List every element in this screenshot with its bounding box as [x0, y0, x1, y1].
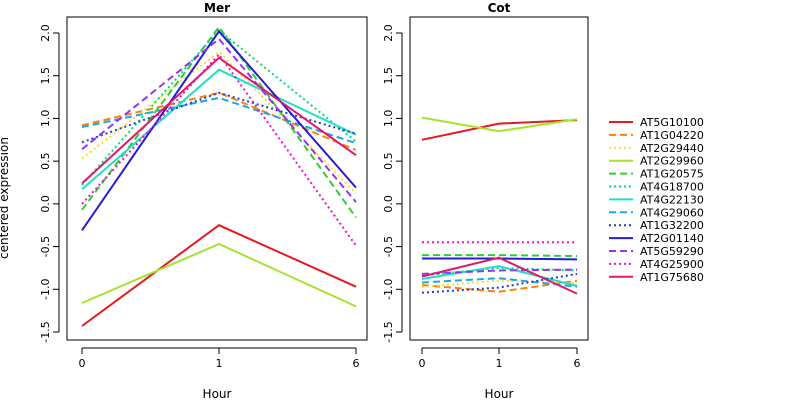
legend-label: AT4G25900 [640, 258, 704, 271]
y-tick-label: 1.5 [382, 67, 395, 85]
y-tick-label: 0.0 [39, 195, 52, 213]
legend-label: AT2G29440 [640, 142, 704, 155]
y-tick-label: -1.0 [39, 279, 52, 300]
legend-label: AT1G20575 [640, 168, 704, 181]
panel-mer: Mer -1.5 -1.0 -0.5 0.0 0.5 1.0 1.5 2.0 0 1 6 Hour [39, 1, 368, 400]
series-line-at1g32200 [81, 91, 357, 144]
legend-item: AT5G10100 [609, 116, 704, 129]
legend-item: AT4G29060 [609, 206, 704, 219]
series-line-at5g59290 [421, 268, 578, 275]
y-tick-label: 2.0 [382, 24, 395, 42]
series-line-at2g29440 [81, 50, 357, 195]
series-line-at4g22130 [81, 68, 357, 191]
y-tick-label: 0.0 [382, 195, 395, 213]
y-tick-label: 1.0 [382, 110, 395, 128]
legend-item: AT4G22130 [609, 193, 704, 206]
legend-item: AT5G59290 [609, 245, 704, 258]
legend-item: AT2G29440 [609, 142, 704, 155]
x-axis-label: Hour [485, 387, 514, 400]
series-line-at4g29060 [421, 277, 578, 288]
y-tick-label: -1.5 [382, 321, 395, 342]
x-axis-label: Hour [203, 387, 232, 400]
y-axis-label: centered expression [0, 137, 11, 259]
series-line-at1g04220 [81, 91, 357, 151]
legend: AT5G10100AT1G04220AT2G29440AT2G29960AT1G… [609, 116, 704, 284]
series-line-at2g29440 [421, 279, 578, 288]
panel-title: Mer [204, 1, 230, 15]
y-tick-label: -1.5 [39, 321, 52, 342]
series-line-at1g75680 [421, 256, 578, 295]
x-tick-label: 1 [496, 357, 503, 370]
series-line-at5g59290 [81, 37, 357, 203]
legend-item: AT1G32200 [609, 219, 704, 232]
series-line-at2g29960 [421, 116, 578, 133]
x-tick-label: 6 [353, 357, 360, 370]
series-line-at2g01140 [81, 29, 357, 231]
y-tick-label: 1.5 [39, 67, 52, 85]
x-tick-label: 6 [574, 357, 581, 370]
legend-label: AT4G18700 [640, 181, 704, 194]
series-line-at4g22130 [421, 265, 578, 287]
y-tick-label: -0.5 [39, 236, 52, 257]
y-tick-label: 1.0 [39, 110, 52, 128]
y-tick-label: -1.0 [382, 279, 395, 300]
x-tick-label: 0 [419, 357, 426, 370]
series-line-at4g29060 [81, 96, 357, 145]
panel-cot: Cot -1.5 -1.0 -0.5 0.0 0.5 1.0 1.5 2.0 0 1 6 Hour [382, 1, 589, 400]
legend-label: AT4G22130 [640, 193, 704, 206]
legend-item: AT1G20575 [609, 168, 704, 181]
legend-item: AT1G04220 [609, 129, 704, 142]
legend-label: AT1G04220 [640, 129, 704, 142]
plot-frame [409, 16, 589, 341]
legend-label: AT4G29060 [640, 206, 704, 219]
series-line-at1g75680 [81, 56, 357, 185]
legend-item: AT4G25900 [609, 258, 704, 271]
x-tick-label: 0 [79, 357, 86, 370]
series-line-at5g10100 [421, 119, 578, 141]
y-tick-label: -0.5 [382, 236, 395, 257]
series-line-at1g20575 [422, 254, 578, 257]
legend-item: AT2G01140 [609, 232, 704, 245]
legend-label: AT1G32200 [640, 219, 704, 232]
legend-label: AT5G59290 [640, 245, 704, 258]
legend-item: AT2G29960 [609, 155, 704, 168]
plot-frame [66, 16, 368, 341]
legend-label: AT1G75680 [640, 271, 704, 284]
series-line-at5g10100 [81, 224, 357, 327]
series-line-at1g32200 [421, 272, 578, 294]
legend-label: AT2G01140 [640, 232, 704, 245]
legend-label: AT2G29960 [640, 155, 704, 168]
y-tick-label: 2.0 [39, 24, 52, 42]
legend-label: AT5G10100 [640, 116, 704, 129]
legend-item: AT1G75680 [609, 271, 704, 284]
panel-title: Cot [488, 1, 511, 15]
series-line-at4g18700 [81, 29, 357, 186]
series-line-at2g29960 [81, 242, 357, 308]
x-tick-label: 1 [216, 357, 223, 370]
y-tick-label: 0.5 [382, 152, 395, 170]
series-line-at1g04220 [421, 279, 578, 293]
legend-item: AT4G18700 [609, 181, 704, 194]
y-tick-label: 0.5 [39, 152, 52, 170]
